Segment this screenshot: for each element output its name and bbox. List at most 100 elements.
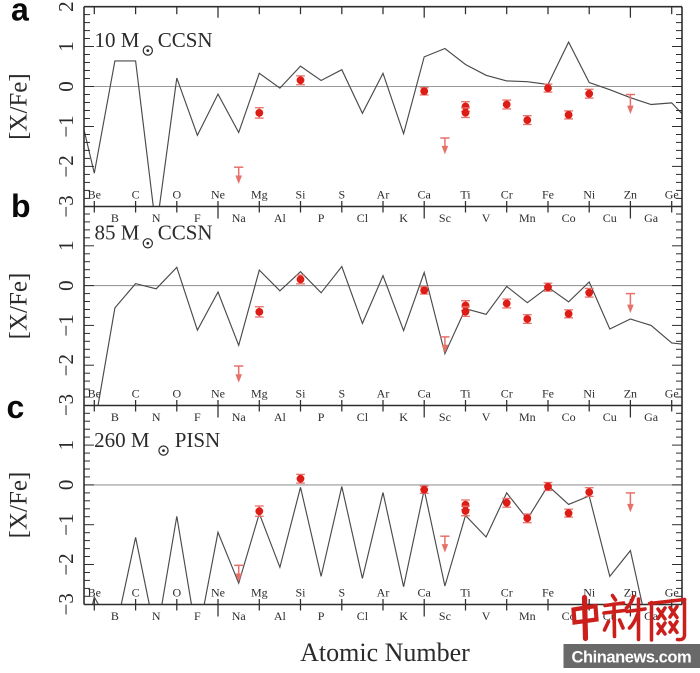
svg-text:Zn: Zn: [624, 187, 637, 201]
svg-text:Na: Na: [232, 211, 247, 225]
svg-text:Ne: Ne: [211, 386, 225, 400]
svg-text:Mn: Mn: [519, 410, 536, 424]
svg-text:K: K: [399, 609, 408, 623]
svg-text:C: C: [132, 386, 140, 400]
svg-text:−3: −3: [54, 593, 78, 615]
svg-text:F: F: [194, 410, 201, 424]
svg-text:F: F: [194, 609, 201, 623]
svg-text:Fe: Fe: [542, 386, 554, 400]
svg-text:10 M: 10 M: [95, 28, 140, 52]
svg-text:Cl: Cl: [357, 609, 369, 623]
svg-text:Na: Na: [232, 410, 247, 424]
svg-text:Ti: Ti: [460, 585, 471, 599]
svg-text:B: B: [111, 609, 119, 623]
svg-text:N: N: [152, 410, 161, 424]
svg-text:−1: −1: [54, 115, 78, 137]
svg-text:0: 0: [54, 280, 78, 291]
svg-text:P: P: [318, 211, 325, 225]
svg-text:P: P: [318, 410, 325, 424]
svg-text:P: P: [318, 609, 325, 623]
svg-text:Ar: Ar: [377, 585, 390, 599]
svg-text:85 M: 85 M: [95, 221, 140, 245]
svg-text:2: 2: [54, 1, 78, 12]
svg-text:Atomic Number: Atomic Number: [300, 638, 470, 667]
svg-text:CCSN: CCSN: [158, 28, 213, 52]
svg-text:Ti: Ti: [460, 187, 471, 201]
svg-text:K: K: [399, 410, 408, 424]
svg-text:Ca: Ca: [418, 187, 432, 201]
svg-text:Ge: Ge: [665, 386, 679, 400]
svg-text:Ne: Ne: [211, 187, 225, 201]
svg-text:0: 0: [54, 81, 78, 92]
svg-text:Mg: Mg: [251, 386, 268, 400]
svg-text:−2: −2: [54, 155, 78, 177]
svg-text:−3: −3: [54, 394, 78, 416]
svg-text:B: B: [111, 410, 119, 424]
svg-text:Cu: Cu: [603, 211, 617, 225]
svg-text:Na: Na: [232, 609, 247, 623]
svg-text:S: S: [338, 187, 345, 201]
svg-text:−2: −2: [54, 553, 78, 575]
svg-text:S: S: [338, 386, 345, 400]
svg-text:Ne: Ne: [211, 585, 225, 599]
svg-text:Zn: Zn: [624, 386, 637, 400]
svg-text:Ti: Ti: [460, 386, 471, 400]
svg-text:Co: Co: [562, 410, 576, 424]
svg-text:0: 0: [54, 480, 78, 491]
svg-text:Fe: Fe: [542, 585, 554, 599]
svg-text:Mg: Mg: [251, 187, 268, 201]
svg-text:CCSN: CCSN: [158, 221, 213, 245]
svg-text:Ga: Ga: [644, 410, 659, 424]
svg-text:Mn: Mn: [519, 211, 536, 225]
svg-text:c: c: [7, 389, 25, 425]
svg-text:1: 1: [54, 41, 78, 52]
svg-text:Ar: Ar: [377, 187, 390, 201]
svg-text:−1: −1: [54, 514, 78, 536]
svg-text:Be: Be: [88, 386, 101, 400]
svg-text:[X/Fe]: [X/Fe]: [6, 273, 33, 340]
svg-text:N: N: [152, 609, 161, 623]
svg-text:PISN: PISN: [175, 428, 221, 452]
svg-text:1: 1: [54, 241, 78, 252]
svg-text:Cl: Cl: [357, 410, 369, 424]
svg-text:C: C: [132, 187, 140, 201]
svg-text:Cr: Cr: [501, 585, 513, 599]
svg-text:Al: Al: [274, 609, 287, 623]
svg-text:V: V: [482, 211, 491, 225]
svg-text:S: S: [338, 585, 345, 599]
svg-text:Ar: Ar: [377, 386, 390, 400]
svg-text:Chinanews.com: Chinanews.com: [572, 649, 692, 667]
svg-text:−2: −2: [54, 354, 78, 376]
svg-text:1: 1: [54, 440, 78, 451]
svg-text:260 M: 260 M: [94, 428, 150, 452]
svg-text:Si: Si: [295, 585, 306, 599]
svg-text:[X/Fe]: [X/Fe]: [6, 73, 33, 140]
svg-text:Mg: Mg: [251, 585, 268, 599]
svg-text:Ga: Ga: [644, 211, 659, 225]
svg-text:Ge: Ge: [665, 187, 679, 201]
svg-text:V: V: [482, 609, 491, 623]
svg-text:Ni: Ni: [583, 187, 596, 201]
svg-text:Si: Si: [295, 386, 306, 400]
svg-text:Sc: Sc: [439, 211, 451, 225]
svg-text:Mn: Mn: [519, 609, 536, 623]
svg-text:[X/Fe]: [X/Fe]: [6, 472, 33, 539]
svg-text:Ni: Ni: [583, 386, 596, 400]
svg-text:Cr: Cr: [501, 386, 513, 400]
svg-text:O: O: [172, 585, 181, 599]
svg-text:Al: Al: [274, 410, 287, 424]
svg-text:Be: Be: [88, 585, 101, 599]
svg-text:Be: Be: [88, 187, 101, 201]
svg-text:Sc: Sc: [439, 410, 451, 424]
svg-text:b: b: [11, 188, 31, 224]
svg-text:Ca: Ca: [418, 585, 432, 599]
svg-text:Fe: Fe: [542, 187, 554, 201]
svg-text:Sc: Sc: [439, 609, 451, 623]
svg-text:Al: Al: [274, 211, 287, 225]
svg-text:Ca: Ca: [418, 386, 432, 400]
svg-text:−1: −1: [54, 314, 78, 336]
svg-text:C: C: [132, 585, 140, 599]
svg-text:K: K: [399, 211, 408, 225]
svg-text:a: a: [11, 0, 29, 28]
svg-text:Cr: Cr: [501, 187, 513, 201]
